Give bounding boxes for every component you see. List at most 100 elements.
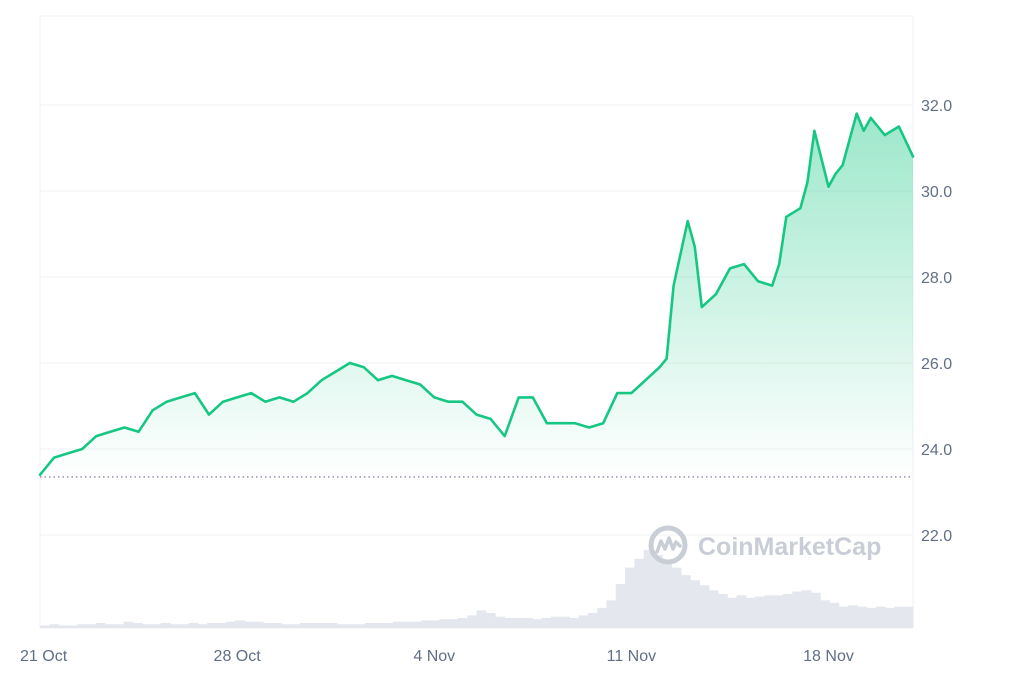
volume-bar <box>587 612 598 628</box>
volume-bar <box>504 617 515 628</box>
volume-bar <box>736 595 747 628</box>
volume-bar <box>532 619 543 628</box>
volume-bar <box>86 624 97 628</box>
volume-bar <box>262 622 273 628</box>
volume-bar <box>717 594 728 628</box>
volume-bar <box>903 606 914 628</box>
volume-bar <box>160 622 171 628</box>
volume-bar <box>485 612 496 628</box>
x-axis: 21 Oct 28 Oct 4 Nov 11 Nov 18 Nov <box>20 648 854 665</box>
x-tick-label: 21 Oct <box>20 648 68 665</box>
volume-bar <box>792 591 803 628</box>
coinmarketcap-logo-icon <box>648 525 688 565</box>
volume-bar <box>179 624 190 628</box>
volume-bar <box>801 590 812 628</box>
volume-bar <box>67 625 78 628</box>
volume-bar <box>346 624 357 628</box>
volume-bar <box>123 621 134 628</box>
x-tick-label: 4 Nov <box>413 648 455 665</box>
y-tick-label: 22.0 <box>921 528 952 545</box>
volume-bar <box>197 624 208 628</box>
volume-bar <box>337 624 348 628</box>
volume-bar <box>810 592 821 628</box>
volume-bar <box>105 624 115 628</box>
watermark-text: CoinMarketCap <box>698 533 881 561</box>
volume-bar <box>281 624 292 628</box>
volume-bar <box>151 624 162 628</box>
volume-bar <box>114 624 125 628</box>
volume-bar <box>170 624 180 628</box>
volume-bar <box>885 607 896 628</box>
volume-bar <box>77 624 88 628</box>
volume-bar <box>550 616 561 628</box>
volume-bar <box>513 617 524 628</box>
volume-bar <box>671 567 682 628</box>
volume-bar <box>606 600 617 628</box>
price-area-fill <box>40 113 913 478</box>
volume-bar <box>662 562 673 628</box>
volume-bar <box>448 619 459 628</box>
volume-bar <box>374 622 385 628</box>
volume-bar <box>253 621 264 628</box>
volume-bar <box>457 617 468 628</box>
volume-bar <box>132 622 143 628</box>
y-tick-label: 32.0 <box>921 98 952 115</box>
volume-bar <box>439 619 450 628</box>
volume-bar <box>708 590 719 628</box>
volume-bar <box>327 622 338 628</box>
volume-bar <box>309 622 320 628</box>
volume-bar <box>625 567 635 628</box>
volume-bar <box>290 624 301 628</box>
volume-bars <box>40 550 914 628</box>
volume-bar <box>829 602 840 628</box>
volume-bar <box>318 622 329 628</box>
volume-bar <box>727 597 738 628</box>
volume-bar <box>690 580 700 628</box>
volume-bar <box>782 594 793 628</box>
y-axis: 22.0 24.0 26.0 28.0 30.0 32.0 <box>921 98 952 545</box>
volume-bar <box>272 622 283 628</box>
volume-bar <box>300 622 310 628</box>
volume-bar <box>411 621 422 628</box>
volume-bar <box>634 558 645 628</box>
volume-bar <box>652 555 663 628</box>
volume-bar <box>402 621 413 628</box>
volume-bar <box>560 616 570 628</box>
volume-bar <box>142 624 153 628</box>
volume-bar <box>495 616 505 628</box>
volume-bar <box>216 622 227 628</box>
volume-bar <box>225 621 236 628</box>
volume-bar <box>383 622 394 628</box>
volume-bar <box>773 595 784 628</box>
volume-bar <box>40 625 50 628</box>
volume-bar <box>430 620 440 628</box>
volume-bar <box>866 607 877 628</box>
volume-bar <box>764 595 775 628</box>
coinmarketcap-watermark: CoinMarketCap <box>648 525 881 565</box>
volume-bar <box>365 622 375 628</box>
volume-bar <box>188 622 199 628</box>
volume-bar <box>615 583 626 628</box>
volume-bar <box>699 585 710 628</box>
volume-bar <box>578 615 589 628</box>
volume-bar <box>857 606 868 628</box>
volume-bar <box>95 622 106 628</box>
price-line <box>38 112 915 477</box>
volume-bar <box>894 606 905 628</box>
volume-bar <box>49 624 60 628</box>
volume-bar <box>207 622 218 628</box>
volume-bar <box>569 617 580 628</box>
y-tick-label: 24.0 <box>921 442 952 459</box>
volume-bar <box>420 620 431 628</box>
volume-bar <box>875 606 886 628</box>
volume-bar <box>58 625 69 628</box>
y-tick-label: 28.0 <box>921 270 952 287</box>
volume-bar <box>820 600 831 628</box>
volume-bar <box>847 605 858 628</box>
volume-bar <box>541 617 552 628</box>
x-tick-label: 18 Nov <box>803 648 854 665</box>
volume-bar <box>244 621 255 628</box>
volume-bar <box>355 624 366 628</box>
volume-bar <box>597 607 608 628</box>
y-tick-label: 26.0 <box>921 356 952 373</box>
